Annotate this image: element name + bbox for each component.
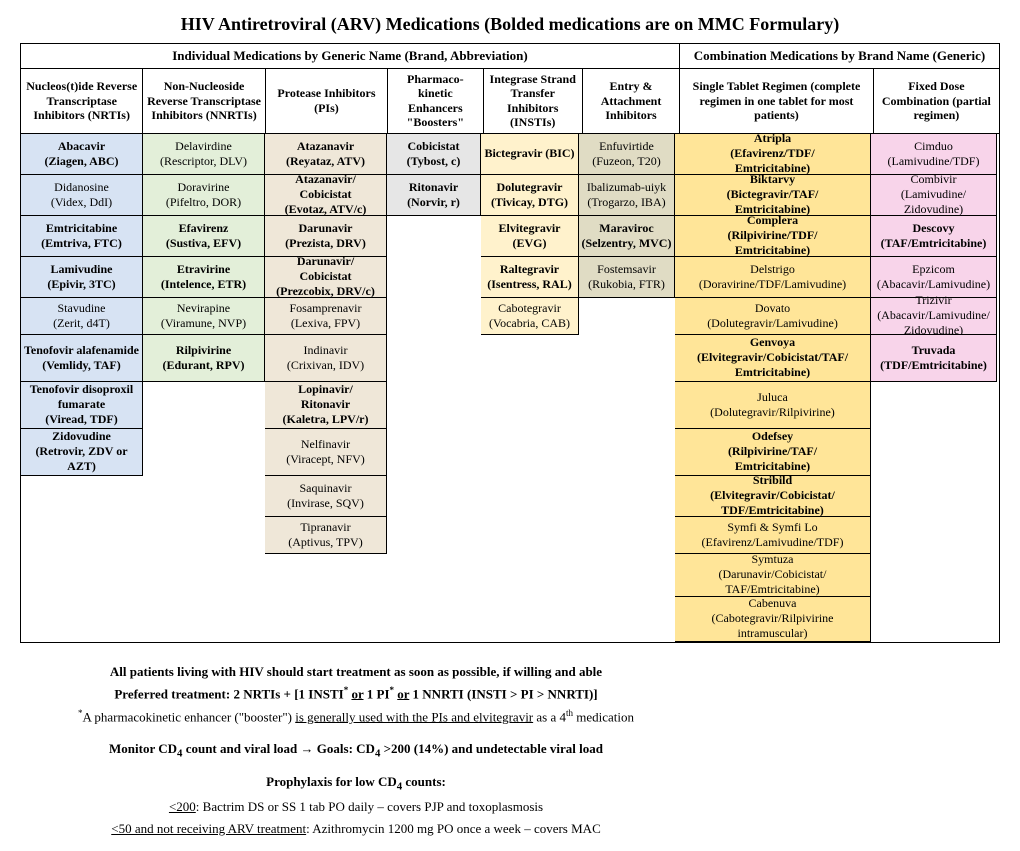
med-cell: Juluca(Dolutegravir/Rilpivirine) [675,382,871,429]
med-cell: Abacavir(Ziagen, ABC) [21,134,143,175]
med-cell: Symtuza(Darunavir/Cobicistat/TAF/Emtrici… [675,554,871,597]
notes-section: All patients living with HIV should star… [20,663,716,838]
column-header-row: Nucleos(t)ide Reverse Transcriptase Inhi… [21,69,999,134]
med-cell: Efavirenz(Sustiva, EFV) [143,216,265,257]
med-cell: Odefsey(Rilpivirine/TAF/Emtricitabine) [675,429,871,476]
col-header-entry: Entry & Attachment Inhibitors [583,69,680,134]
med-cell: Ibalizumab-uiyk(Trogarzo, IBA) [579,175,675,216]
med-cell: Delstrigo(Doravirine/TDF/Lamivudine) [675,257,871,298]
med-cell: Maraviroc(Selzentry, MVC) [579,216,675,257]
med-cell: Cabenuva(Cabotegravir/Rilpivirine intram… [675,597,871,642]
med-cell: Complera(Rilpivirine/TDF/Emtricitabine) [675,216,871,257]
med-cell: Lamivudine(Epivir, 3TC) [21,257,143,298]
column-c2: Delavirdine(Rescriptor, DLV)Doravirine(P… [143,134,265,382]
arv-table: Individual Medications by Generic Name (… [20,43,1000,643]
col-header-nrtis: Nucleos(t)ide Reverse Transcriptase Inhi… [21,69,143,134]
med-cell: Biktarvy(Bictegravir/TAF/Emtricitabine) [675,175,871,216]
med-cell: Tenofovir disoproxil fumarate(Viread, TD… [21,382,143,429]
med-cell: Tenofovir alafenamide(Vemlidy, TAF) [21,335,143,382]
med-cell: Dolutegravir(Tivicay, DTG) [481,175,579,216]
note-line: Prophylaxis for low CD4 counts: [26,773,686,794]
header-combination: Combination Medications by Brand Name (G… [680,44,999,68]
med-cell: Ritonavir(Norvir, r) [387,175,481,216]
header-individual: Individual Medications by Generic Name (… [21,44,680,68]
med-cell: Etravirine(Intelence, ETR) [143,257,265,298]
med-cell: Descovy(TAF/Emtricitabine) [871,216,997,257]
med-cell: Genvoya(Elvitegravir/Cobicistat/TAF/Emtr… [675,335,871,382]
med-cell: Atazanavir(Reyataz, ATV) [265,134,387,175]
med-cell: Dovato(Dolutegravir/Lamivudine) [675,298,871,335]
note-line: <50 and not receiving ARV treatment: Azi… [26,820,686,838]
med-cell: Saquinavir(Invirase, SQV) [265,476,387,517]
med-cell: Epzicom(Abacavir/Lamivudine) [871,257,997,298]
med-cell: Indinavir(Crixivan, IDV) [265,335,387,382]
med-cell: Darunavir/Cobicistat(Prezcobix, DRV/c) [265,257,387,298]
column-c8: Cimduo(Lamivudine/TDF)Combivir(Lamivudin… [871,134,997,382]
med-cell: Trizivir(Abacavir/Lamivudine/Zidovudine) [871,298,997,335]
col-header-fdc: Fixed Dose Combination (partial regimen) [874,69,999,134]
med-cell: Cobicistat(Tybost, c) [387,134,481,175]
med-cell: Raltegravir(Isentress, RAL) [481,257,579,298]
med-cell: Delavirdine(Rescriptor, DLV) [143,134,265,175]
note-line: *A pharmacokinetic enhancer ("booster") … [26,707,686,726]
med-cell: Didanosine(Videx, DdI) [21,175,143,216]
col-header-pis: Protease Inhibitors (PIs) [266,69,388,134]
med-cell: Doravirine(Pifeltro, DOR) [143,175,265,216]
med-cell: Bictegravir (BIC) [481,134,579,175]
column-c3: Atazanavir(Reyataz, ATV)Atazanavir/Cobic… [265,134,387,554]
med-cell: Combivir(Lamivudine/Zidovudine) [871,175,997,216]
med-cell: Rilpivirine(Edurant, RPV) [143,335,265,382]
med-cell: Nevirapine(Viramune, NVP) [143,298,265,335]
med-cell: Cimduo(Lamivudine/TDF) [871,134,997,175]
med-cell: Fostemsavir(Rukobia, FTR) [579,257,675,298]
med-cell: Zidovudine(Retrovir, ZDV or AZT) [21,429,143,476]
med-cell: Tipranavir(Aptivus, TPV) [265,517,387,554]
note-line: All patients living with HIV should star… [26,663,686,681]
col-header-str: Single Tablet Regimen (complete regimen … [680,69,874,134]
med-cell: Stavudine(Zerit, d4T) [21,298,143,335]
med-cell: Symfi & Symfi Lo(Efavirenz/Lamivudine/TD… [675,517,871,554]
med-cell: Elvitegravir (EVG) [481,216,579,257]
page-title: HIV Antiretroviral (ARV) Medications (Bo… [20,14,1000,35]
med-cell: Darunavir(Prezista, DRV) [265,216,387,257]
med-cell: Truvada(TDF/Emtricitabine) [871,335,997,382]
note-line: Monitor CD4 count and viral load → Goals… [26,740,686,761]
med-cell: Enfuvirtide(Fuzeon, T20) [579,134,675,175]
med-cell: Emtricitabine(Emtriva, FTC) [21,216,143,257]
med-cell: Stribild(Elvitegravir/Cobicistat/TDF/Emt… [675,476,871,517]
column-c5: Bictegravir (BIC)Dolutegravir(Tivicay, D… [481,134,579,335]
col-header-instis: Integrase Strand Transfer Inhibitors (IN… [484,69,583,134]
column-c6: Enfuvirtide(Fuzeon, T20)Ibalizumab-uiyk(… [579,134,675,298]
med-cell: Cabotegravir(Vocabria, CAB) [481,298,579,335]
med-cell: Nelfinavir(Viracept, NFV) [265,429,387,476]
med-cell: Atripla(Efavirenz/TDF/Emtricitabine) [675,134,871,175]
table-body: Abacavir(Ziagen, ABC)Didanosine(Videx, D… [21,134,999,642]
column-c7: Atripla(Efavirenz/TDF/Emtricitabine)Bikt… [675,134,871,642]
note-line: <200: Bactrim DS or SS 1 tab PO daily – … [26,798,686,816]
note-line: Preferred treatment: 2 NRTIs + [1 INSTI*… [26,684,686,703]
column-c4: Cobicistat(Tybost, c)Ritonavir(Norvir, r… [387,134,481,216]
med-cell: Fosamprenavir(Lexiva, FPV) [265,298,387,335]
column-c1: Abacavir(Ziagen, ABC)Didanosine(Videx, D… [21,134,143,476]
med-cell: Atazanavir/Cobicistat(Evotaz, ATV/c) [265,175,387,216]
med-cell: Lopinavir/Ritonavir(Kaletra, LPV/r) [265,382,387,429]
col-header-nnrtis: Non-Nucleoside Reverse Transcriptase Inh… [143,69,265,134]
top-header-row: Individual Medications by Generic Name (… [21,44,999,69]
col-header-boosters: Pharmaco-kinetic Enhancers "Boosters" [388,69,483,134]
